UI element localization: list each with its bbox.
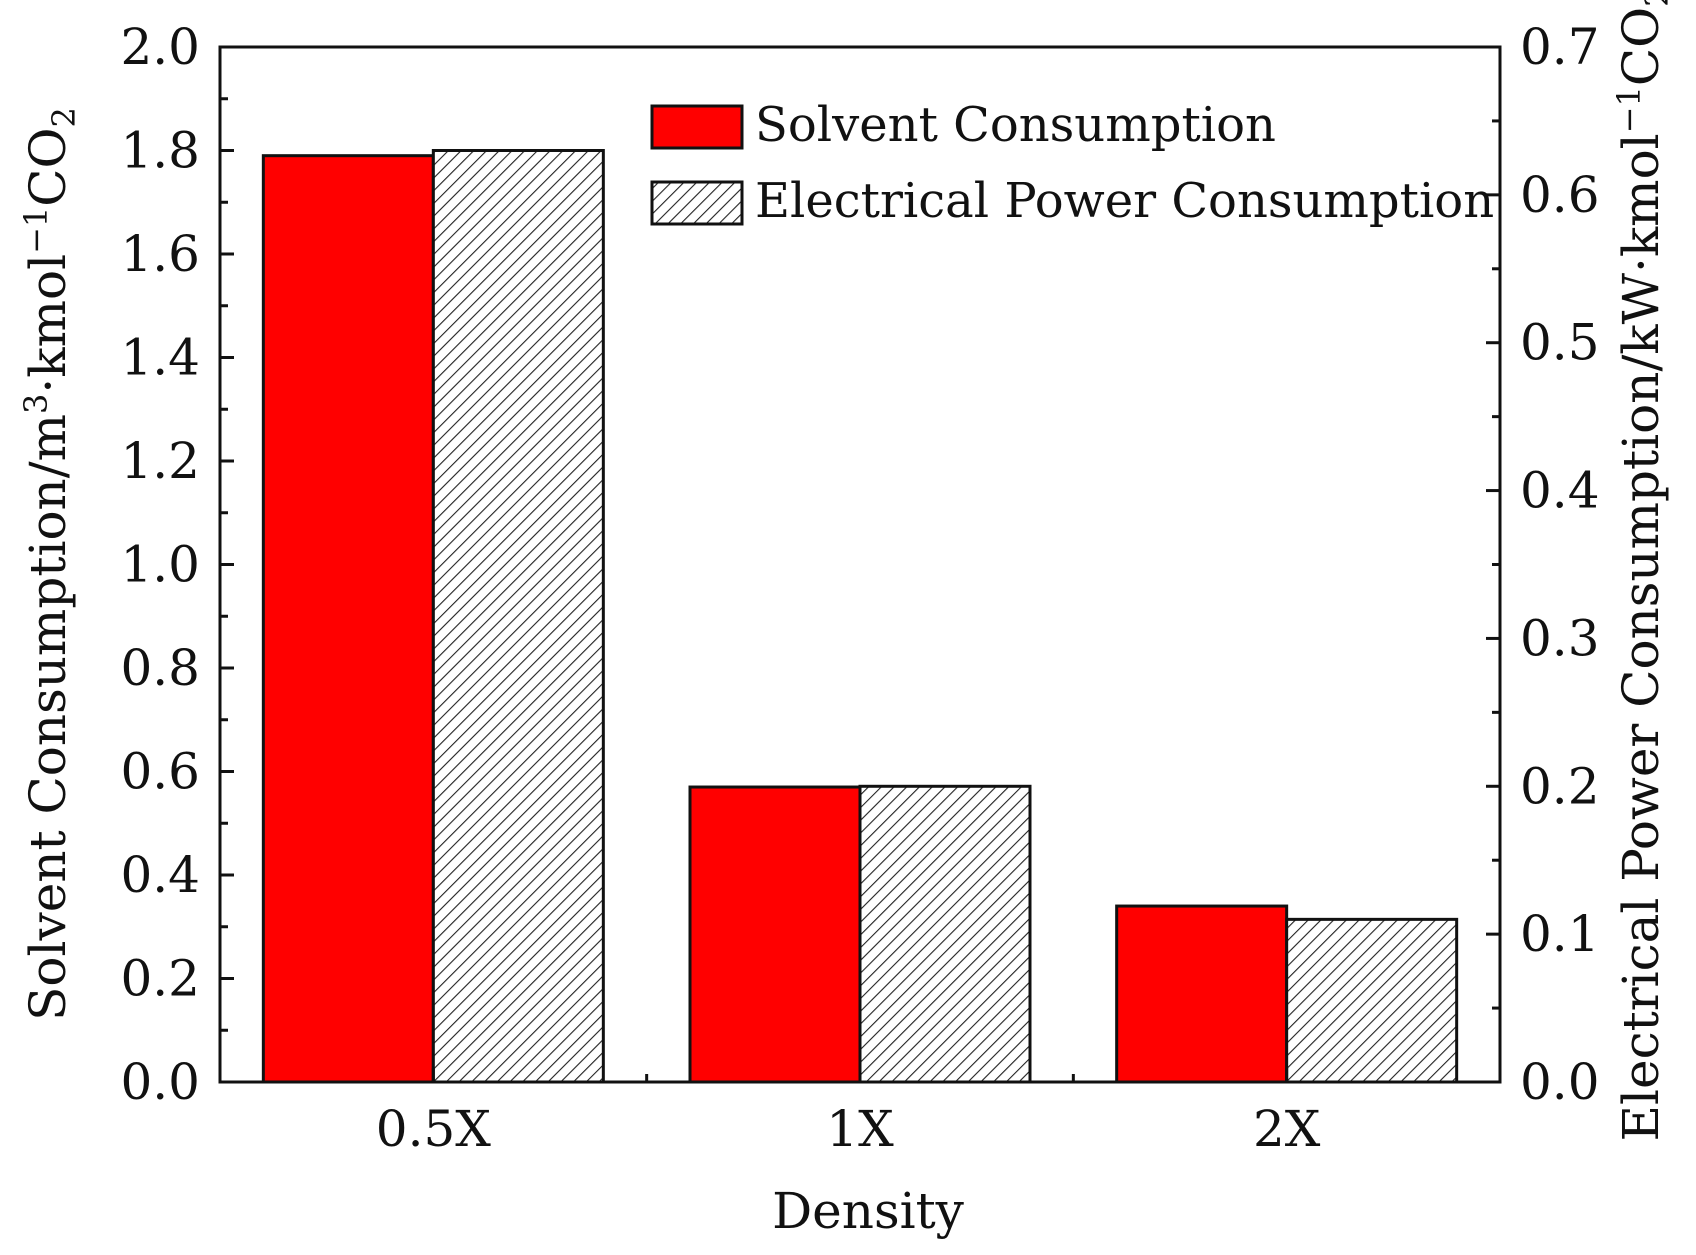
left-y-axis: 0.0 0.2 0.4 0.6 0.8 1.0 1.2 1.4 1.6 1.8 2.0 [120,18,234,1111]
left-tick-label: 1.0 [120,536,200,594]
left-y-title-main: Solvent Consumption/m [19,414,77,1021]
right-tick-label: 0.3 [1520,609,1600,667]
right-tick-label: 0.0 [1520,1053,1600,1111]
bar-electrical-power-consumption [1285,917,1459,1084]
left-y-title-co: CO [19,128,77,207]
left-tick-label: 1.2 [120,432,200,490]
left-y-title-sup2: −1 [17,207,55,254]
legend: Solvent Consumption Electrical Power Con… [650,97,1494,229]
left-tick-label: 1.6 [120,225,200,283]
right-y-title-main: Electrical Power Consumption/kW·kmol [1612,133,1670,1141]
bar-solvent-consumption [1115,904,1289,1084]
left-tick-label: 1.4 [120,329,200,387]
left-y-title-sub: 2 [45,107,83,127]
right-y-title-co: CO [1612,7,1670,86]
legend-swatch-solvent [650,104,744,150]
x-tick-label: 1X [826,1100,894,1158]
right-y-title-sub: 2 [1638,0,1676,7]
right-y-title-sup: −1 [1610,86,1648,133]
bar-solvent-consumption [261,154,435,1084]
right-tick-label: 0.5 [1520,314,1600,372]
x-tick-label: 2X [1253,1100,1321,1158]
bar-electrical-power-consumption [858,784,1032,1084]
legend-swatch-power [650,180,744,226]
right-y-axis: 0.0 0.1 0.2 0.3 0.4 0.5 0.6 0.7 [1486,18,1600,1111]
left-tick-label: 0.2 [120,950,200,1008]
right-y-axis-title: Electrical Power Consumption/kW·kmol−1CO… [1610,0,1676,1141]
bars-group [261,149,1459,1084]
left-y-title-mid: ·kmol [19,254,77,394]
x-axis: 0.5X 1X 2X [376,1068,1321,1158]
left-tick-label: 0.6 [120,743,200,801]
x-tick-label: 0.5X [376,1100,492,1158]
right-tick-label: 0.4 [1520,462,1600,520]
x-axis-title: Density [772,1182,965,1240]
left-tick-label: 0.4 [120,846,200,904]
left-tick-label: 0.0 [120,1053,200,1111]
left-tick-label: 1.8 [120,122,200,180]
right-tick-label: 0.2 [1520,757,1600,815]
left-y-axis-title: Solvent Consumption/m3·kmol−1CO2 [17,107,83,1021]
bar-solvent-consumption [688,785,862,1084]
left-tick-label: 2.0 [120,18,200,76]
right-tick-label: 0.6 [1520,166,1600,224]
legend-label-power: Electrical Power Consumption [755,173,1494,229]
left-tick-label: 0.8 [120,639,200,697]
right-tick-label: 0.7 [1520,18,1600,76]
bar-electrical-power-consumption [431,149,605,1084]
right-tick-label: 0.1 [1520,905,1600,963]
left-y-title-sup1: 3 [17,394,55,414]
legend-label-solvent: Solvent Consumption [755,97,1276,153]
